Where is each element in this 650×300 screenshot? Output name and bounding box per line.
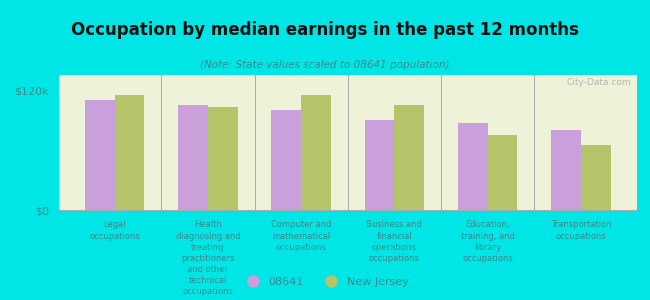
- Legend: 08641, New Jersey: 08641, New Jersey: [237, 273, 413, 291]
- Bar: [365, 120, 395, 210]
- Bar: [208, 107, 238, 210]
- Text: Occupation by median earnings in the past 12 months: Occupation by median earnings in the pas…: [71, 21, 579, 39]
- Bar: [301, 95, 331, 210]
- Bar: [84, 100, 114, 210]
- Bar: [488, 135, 517, 210]
- Text: City-Data.com: City-Data.com: [567, 78, 631, 87]
- Text: (Note: State values scaled to 08641 population): (Note: State values scaled to 08641 popu…: [200, 60, 450, 70]
- Bar: [458, 123, 488, 210]
- Bar: [271, 110, 301, 210]
- Bar: [581, 145, 611, 210]
- Bar: [551, 130, 581, 210]
- Bar: [395, 105, 424, 210]
- Bar: [178, 105, 208, 210]
- Bar: [114, 95, 144, 210]
